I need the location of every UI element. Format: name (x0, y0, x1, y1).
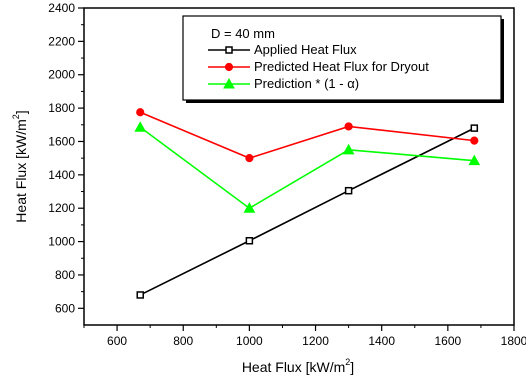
data-point-square (225, 46, 233, 54)
axis-labels: Heat Flux [kW/m2]Heat Flux [kW/m2] (11, 110, 354, 375)
x-tick-label: 800 (173, 334, 193, 348)
data-point-triangle (342, 143, 355, 155)
data-point-square (344, 186, 353, 195)
y-tick-label: 2200 (48, 34, 75, 48)
y-tick-label: 1400 (48, 168, 75, 182)
x-tick-label: 1000 (236, 334, 263, 348)
data-point-circle (344, 122, 353, 131)
x-axis-title-sup: 2 (345, 357, 350, 367)
data-point-triangle (468, 154, 481, 166)
y-tick-label: 600 (55, 301, 75, 315)
data-point-square (245, 236, 254, 245)
series-line-2 (139, 111, 475, 160)
y-tick-label: 800 (55, 268, 75, 282)
x-axis-title-end: ] (350, 359, 354, 375)
y-tick-label: 2000 (48, 68, 75, 82)
x-axis-title: Heat Flux [kW/m2] (242, 357, 354, 375)
data-point-triangle (134, 121, 147, 132)
y-axis-title-text: Heat Flux [kW/m (13, 119, 29, 222)
data-point-square (470, 124, 479, 132)
x-tick-label: 1200 (302, 334, 329, 348)
legend-box (182, 15, 502, 101)
plot-layer (134, 108, 481, 299)
legend-title: D = 40 mm (211, 26, 275, 41)
x-tick-label: 1400 (368, 334, 395, 348)
legend-label: Predicted Heat Flux for Dryout (254, 59, 429, 74)
series-line-1 (139, 127, 475, 296)
x-tick-label: 600 (107, 334, 127, 348)
data-point-square (136, 291, 144, 299)
y-axis-title-end: ] (13, 110, 29, 114)
plot-frame (83, 7, 515, 326)
data-point-circle (136, 108, 145, 117)
y-tick-label: 2400 (48, 1, 75, 15)
y-tick-label: 1600 (48, 134, 75, 148)
x-tick-label: 1800 (501, 334, 526, 348)
y-tick-label: 1000 (48, 235, 75, 249)
legend-label: Applied Heat Flux (254, 42, 357, 57)
y-tick-label: 1200 (48, 201, 75, 215)
axes-layer: 600 800 1000 1200 1400 1600 1800 600 800 1000 1200… (48, 1, 526, 348)
y-axis-title-sup: 2 (11, 114, 21, 119)
x-tick-label: 1600 (434, 334, 461, 348)
data-point-circle (245, 154, 254, 163)
data-point-triangle (223, 77, 235, 89)
series-line-3 (139, 126, 475, 210)
x-axis-title-text: Heat Flux [kW/m (242, 359, 345, 375)
y-tick-label: 1800 (48, 101, 75, 115)
legend-label: Prediction * (1 - α) (254, 76, 359, 91)
data-point-circle (224, 62, 234, 72)
data-point-circle (470, 136, 479, 145)
data-point-triangle (243, 202, 256, 213)
y-axis-title: Heat Flux [kW/m2] (11, 110, 29, 222)
